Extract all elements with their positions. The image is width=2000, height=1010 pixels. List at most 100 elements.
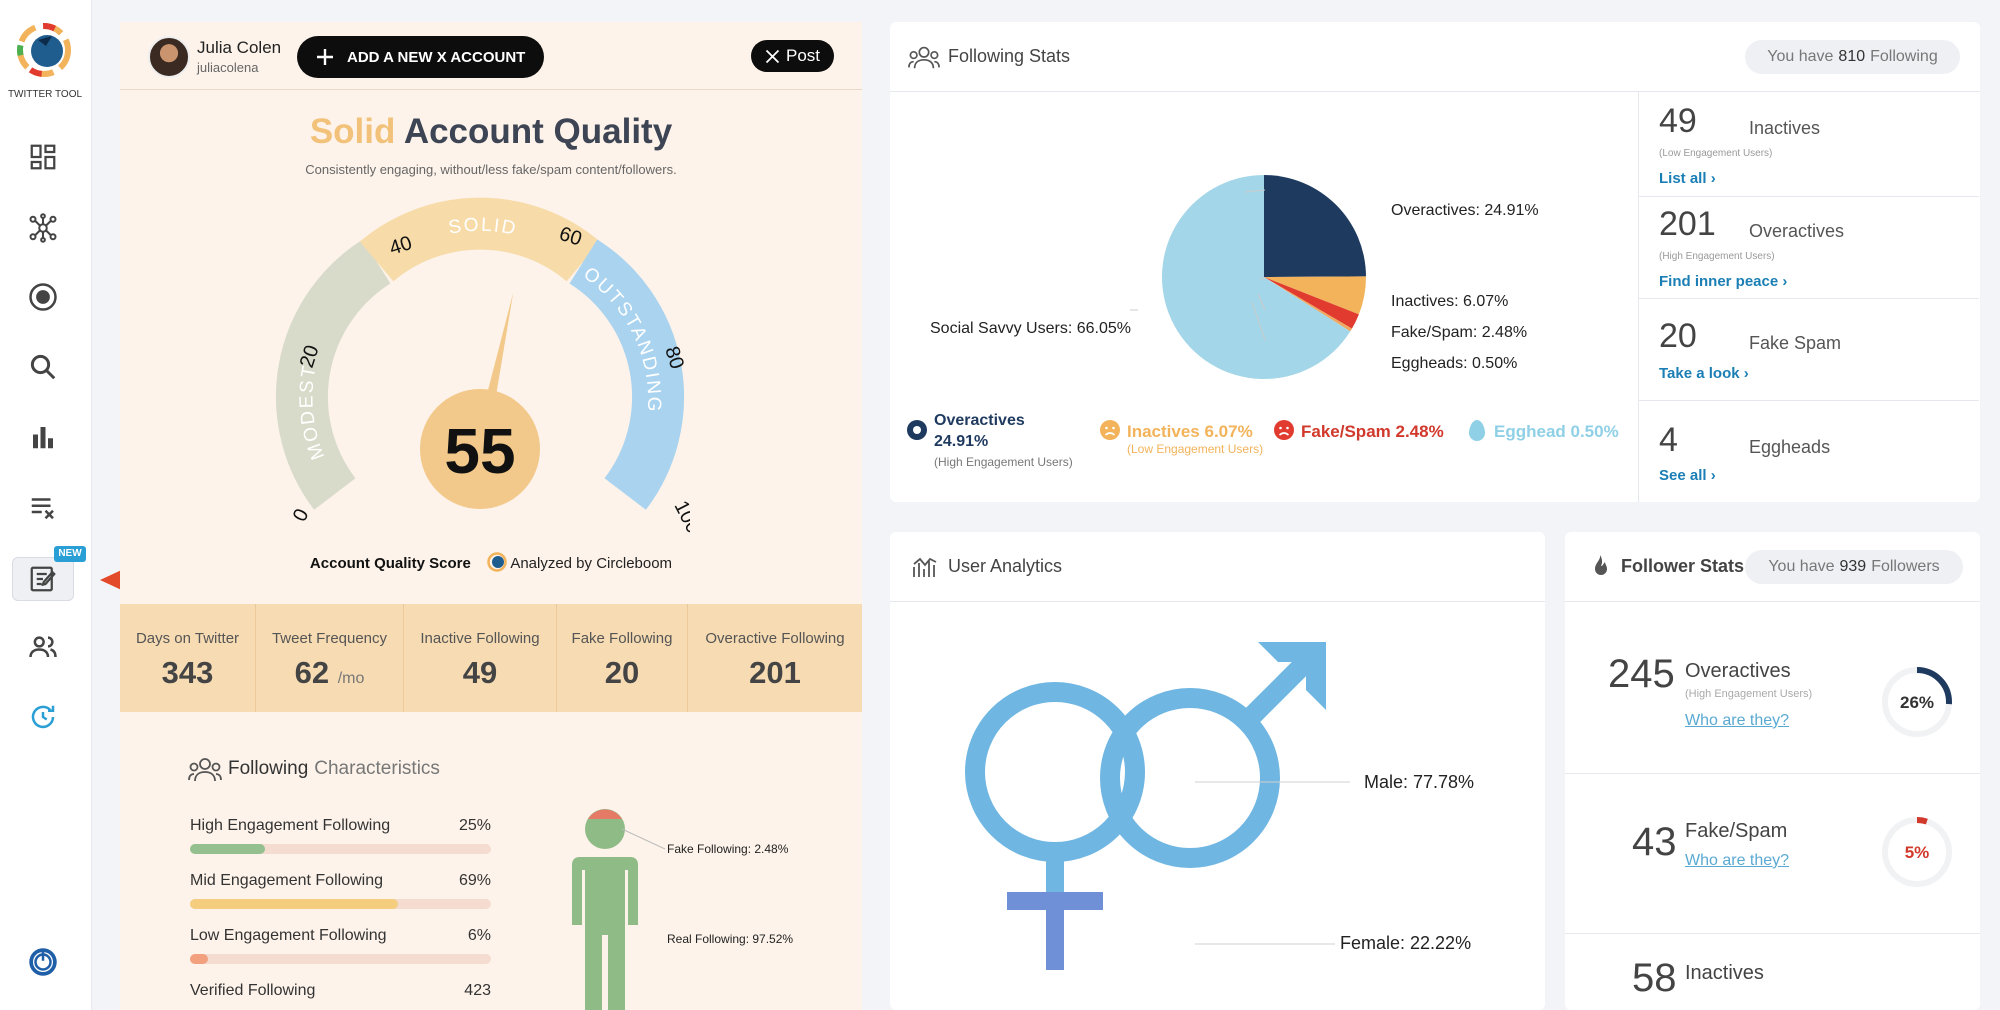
power-button[interactable] [23, 942, 63, 982]
sidebar-item-dashboard[interactable] [23, 137, 63, 177]
link-label: See all [1659, 467, 1707, 484]
count-label: Fake Spam [1749, 333, 1842, 353]
bar-chart-icon [33, 427, 53, 449]
pill-prefix: You have [1768, 558, 1835, 575]
legend-inactives-label: Inactives 6.07% [1127, 422, 1253, 441]
sidebar-item-list-remove[interactable] [23, 487, 63, 527]
users-icon [29, 636, 57, 658]
female-label: Female: 22.22% [1340, 933, 1471, 953]
take-a-look-link[interactable]: Take a look › [1659, 365, 1749, 382]
chevron-right-icon: › [1782, 273, 1788, 290]
angry-face-icon [1274, 420, 1294, 440]
count-inactives: 49 Inactives (Low Engagement Users) List… [1639, 92, 1979, 197]
follower-label: Inactives [1685, 962, 1764, 984]
characteristics-title: Following Characteristics [188, 756, 440, 782]
follower-count: 245 [1608, 652, 1675, 696]
count-sub: (High Engagement Users) [1659, 251, 1775, 262]
quality-title-rest: Account Quality [403, 112, 673, 151]
bar-track-mid [190, 899, 491, 909]
pie-label-overactives: Overactives: 24.91% [1391, 202, 1539, 219]
sidebar-item-sync[interactable] [23, 697, 63, 737]
legend-inactives-sub: (Low Engagement Users) [1127, 442, 1264, 456]
legend-overactives-sub: (High Engagement Users) [934, 455, 1073, 469]
circleboom-mini-icon [487, 552, 507, 572]
pie-label-social: Social Savvy Users: 66.05% [930, 320, 1131, 337]
figure-body [572, 857, 638, 1010]
characteristics-title-a: Following [228, 758, 309, 779]
avatar[interactable] [148, 36, 190, 78]
follower-inactives: 58 Inactives [1565, 934, 1980, 1010]
count-label: Overactives [1749, 221, 1845, 241]
bar-track-high [190, 844, 491, 854]
pie-slice-overactives [1264, 175, 1366, 277]
x-post-button[interactable]: Post [751, 40, 834, 72]
follower-sub: (High Engagement Users) [1685, 688, 1813, 700]
add-account-label: ADD A NEW X ACCOUNT [347, 48, 526, 66]
add-account-button[interactable]: ADD A NEW X ACCOUNT [297, 36, 544, 78]
count-value: 4 [1659, 421, 1678, 459]
dashboard-icon [30, 144, 56, 170]
pie-slice-eggheads [1264, 277, 1352, 332]
pie-slice-inactives [1264, 276, 1366, 315]
x-logo-icon [765, 49, 780, 63]
chevron-right-icon: › [1710, 467, 1716, 484]
find-inner-peace-link[interactable]: Find inner peace › [1659, 273, 1787, 290]
count-overactives: 201 Overactives (High Engagement Users) … [1639, 197, 1979, 299]
pill-count: 810 [1838, 48, 1866, 65]
sidebar-item-network[interactable] [23, 208, 63, 248]
figure-head-fake-portion [588, 809, 622, 819]
follower-count-pill: You have 939 Followers [1745, 550, 1963, 584]
pill-suffix: Following [1870, 48, 1938, 65]
link-label: Find inner peace [1659, 273, 1779, 290]
gauge-tick-0: 0 [289, 505, 314, 525]
quality-title: Solid Account Quality [120, 112, 862, 152]
brand-logo[interactable] [16, 22, 72, 78]
bar-track-low [190, 954, 491, 964]
count-sub: (Low Engagement Users) [1659, 148, 1773, 159]
see-all-link[interactable]: See all › [1659, 467, 1716, 484]
fake-spam-ring: 5% [1882, 817, 1952, 887]
following-stats-header: Following Stats [890, 22, 1980, 92]
overactives-ring-fill [1882, 667, 1952, 737]
score-label: Account Quality Score [309, 555, 471, 572]
sidebar-item-edit-note[interactable] [12, 557, 74, 601]
pie-slices [1162, 175, 1366, 379]
following-count-pill: You have 810 Following [1745, 40, 1960, 74]
stat-overactive: Overactive Following 201 [688, 604, 862, 712]
sidebar-item-analytics[interactable] [23, 417, 63, 457]
stat-label: Fake Following [571, 630, 673, 647]
who-are-they-link[interactable]: Who are they? [1685, 712, 1790, 729]
sidebar-item-target[interactable] [23, 277, 63, 317]
chevron-right-icon: › [1710, 170, 1716, 187]
pie-slice-social-savvy-users [1162, 175, 1351, 379]
real-following-label: Real Following: 97.52% [667, 932, 793, 946]
sidebar-item-search[interactable] [23, 347, 63, 387]
bar-label-low: Low Engagement Following [190, 927, 387, 944]
circleboom-logo-icon [17, 23, 71, 77]
user-analytics-header: User Analytics [890, 532, 1545, 602]
who-are-they-link[interactable]: Who are they? [1685, 852, 1790, 869]
quality-gauge: MODEST SOLID OUTSTANDING 0 20 40 60 80 1… [275, 197, 690, 537]
legend-egghead: Egghead 0.50% [1494, 422, 1619, 441]
gauge-score-value: 55 [444, 415, 515, 487]
pill-prefix: You have [1767, 48, 1834, 65]
user-analytics-card: User Analytics Male: 77.78% Female: 22.2… [890, 532, 1545, 1010]
following-counts-column: 49 Inactives (Low Engagement Users) List… [1638, 92, 1980, 502]
pie-label-fake: Fake/Spam: 2.48% [1391, 324, 1527, 341]
gauge-zone-modest [275, 239, 391, 510]
list-all-link[interactable]: List all › [1659, 170, 1716, 187]
bar-pct-high: 25% [458, 817, 491, 834]
sidebar-item-users[interactable] [23, 627, 63, 667]
count-value: 49 [1659, 102, 1697, 140]
edit-note-icon [30, 566, 56, 592]
new-badge: NEW [54, 546, 86, 562]
bar-fill-high [190, 844, 266, 854]
gauge-zone-solid [359, 197, 601, 282]
follower-label: Overactives [1685, 660, 1791, 682]
legend-overactives-label: Overactives [934, 412, 1025, 429]
overactives-ring: 26% [1882, 667, 1952, 737]
users-group-icon [908, 46, 940, 68]
bar-fill-low [190, 954, 209, 964]
link-label: Take a look [1659, 365, 1740, 382]
quality-title-highlight: Solid [309, 112, 396, 151]
